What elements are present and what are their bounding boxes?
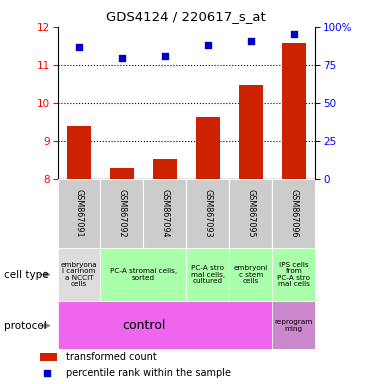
Text: GDS4124 / 220617_s_at: GDS4124 / 220617_s_at — [106, 10, 265, 23]
Bar — [40, 353, 57, 361]
Text: PC-A stro
mal cells,
cultured: PC-A stro mal cells, cultured — [191, 265, 225, 284]
Bar — [196, 117, 220, 179]
Bar — [67, 126, 91, 179]
Bar — [153, 159, 177, 179]
Text: cell type: cell type — [4, 270, 48, 280]
Point — [205, 42, 211, 48]
Text: embryoni
c stem
cells: embryoni c stem cells — [234, 265, 268, 284]
Bar — [272, 248, 315, 301]
Text: GSM867093: GSM867093 — [203, 189, 213, 237]
Bar — [101, 248, 187, 301]
Text: GSM867092: GSM867092 — [118, 189, 127, 237]
Text: protocol: protocol — [4, 321, 46, 331]
Bar — [229, 179, 272, 248]
Bar — [58, 248, 101, 301]
Bar — [229, 248, 272, 301]
Bar — [282, 43, 306, 179]
Text: GSM867094: GSM867094 — [160, 189, 170, 237]
Text: embryona
l carinom
a NCCIT
cells: embryona l carinom a NCCIT cells — [61, 262, 97, 287]
Text: reprogram
ming: reprogram ming — [275, 319, 313, 332]
Point — [248, 38, 254, 45]
Text: PC-A stromal cells,
sorted: PC-A stromal cells, sorted — [110, 268, 177, 281]
Bar — [272, 179, 315, 248]
Point — [286, 300, 292, 306]
Text: control: control — [122, 319, 165, 332]
Point — [162, 53, 168, 60]
Bar — [187, 179, 229, 248]
Bar — [58, 301, 272, 349]
Text: GSM867096: GSM867096 — [289, 189, 298, 237]
Text: percentile rank within the sample: percentile rank within the sample — [66, 368, 232, 378]
Text: GSM867091: GSM867091 — [75, 189, 83, 237]
Bar — [110, 168, 134, 179]
Bar — [187, 248, 229, 301]
Bar — [239, 84, 263, 179]
Point — [119, 55, 125, 61]
Text: GSM867095: GSM867095 — [246, 189, 255, 237]
Bar — [144, 179, 186, 248]
Bar — [101, 179, 144, 248]
Text: IPS cells
from
PC-A stro
mal cells: IPS cells from PC-A stro mal cells — [278, 262, 311, 287]
Bar — [58, 179, 101, 248]
Text: transformed count: transformed count — [66, 352, 157, 362]
Point — [76, 44, 82, 50]
Point — [291, 31, 297, 37]
Bar — [272, 301, 315, 349]
